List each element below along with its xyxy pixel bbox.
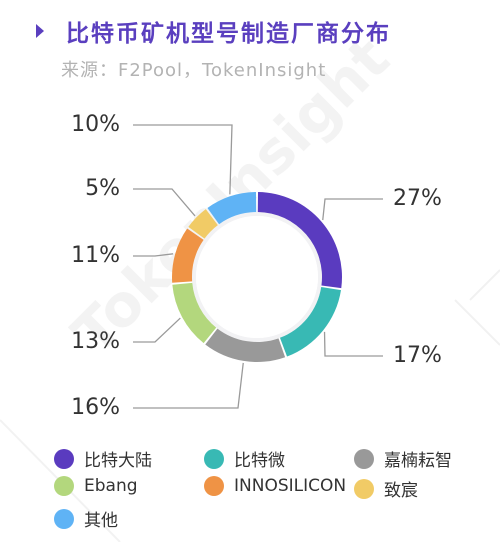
legend-label: 嘉楠耘智 bbox=[384, 451, 452, 471]
donut-slice-2 bbox=[205, 328, 286, 362]
data-label-1: 17% bbox=[393, 343, 442, 368]
donut-inner-track bbox=[192, 212, 322, 342]
page-title: 比特币矿机型号制造厂商分布 bbox=[66, 21, 391, 47]
legend-item-0: 比特大陆 bbox=[54, 446, 152, 471]
donut-slice-3 bbox=[172, 282, 217, 344]
legend-item-3: Ebang bbox=[54, 476, 138, 496]
leader-line-4 bbox=[133, 253, 174, 257]
leader-line-2 bbox=[133, 362, 244, 409]
legend-label: Ebang bbox=[84, 476, 138, 496]
donut-chart: 27% 17% 16% 13% 11% 5% 10% bbox=[71, 112, 442, 420]
title-row: 比特币矿机型号制造厂商分布 bbox=[36, 14, 391, 48]
data-label-3: 13% bbox=[71, 329, 120, 354]
legend-item-6: 其他 bbox=[54, 506, 118, 531]
data-label-0: 27% bbox=[393, 186, 442, 211]
leader-line-1 bbox=[323, 331, 383, 357]
data-label-4: 11% bbox=[71, 243, 120, 268]
data-label-5: 5% bbox=[85, 176, 120, 201]
legend-label: 比特微 bbox=[234, 451, 285, 471]
legend-label: INNOSILICON bbox=[234, 476, 347, 496]
title-triangle-icon bbox=[36, 24, 44, 38]
source-note: 来源：F2Pool，TokenInsight bbox=[61, 60, 327, 81]
legend-label: 比特大陆 bbox=[84, 451, 152, 471]
legend-swatch-icon bbox=[204, 476, 224, 496]
legend-label: 致宸 bbox=[384, 481, 418, 501]
legend-label: 其他 bbox=[84, 511, 118, 531]
donut-slice-5 bbox=[188, 209, 218, 239]
legend-swatch-icon bbox=[354, 448, 374, 469]
legend-item-1: 比特微 bbox=[204, 446, 285, 471]
data-label-2: 16% bbox=[71, 395, 120, 420]
legend-item-4: INNOSILICON bbox=[204, 476, 346, 496]
legend-swatch-icon bbox=[204, 448, 224, 469]
donut-slice-6 bbox=[207, 192, 257, 225]
chart-legend: 比特大陆 比特微 嘉楠耘智 Ebang INNOSILICON 致宸其他 bbox=[54, 446, 474, 536]
legend-swatch-icon bbox=[354, 478, 374, 499]
donut-hole bbox=[196, 216, 318, 338]
data-label-6: 10% bbox=[71, 112, 120, 137]
legend-item-2: 嘉楠耘智 bbox=[354, 446, 452, 471]
legend-swatch-icon bbox=[54, 448, 74, 469]
donut-slice-0 bbox=[257, 192, 342, 289]
leader-line-5 bbox=[133, 188, 196, 217]
legend-swatch-icon bbox=[54, 476, 74, 496]
legend-swatch-icon bbox=[54, 508, 74, 529]
legend-item-5: 致宸 bbox=[354, 476, 418, 501]
leader-line-0 bbox=[322, 198, 383, 221]
leader-line-6 bbox=[133, 124, 233, 195]
donut-slice-1 bbox=[279, 287, 341, 357]
leader-line-3 bbox=[133, 317, 181, 343]
donut-slice-4 bbox=[172, 228, 204, 283]
